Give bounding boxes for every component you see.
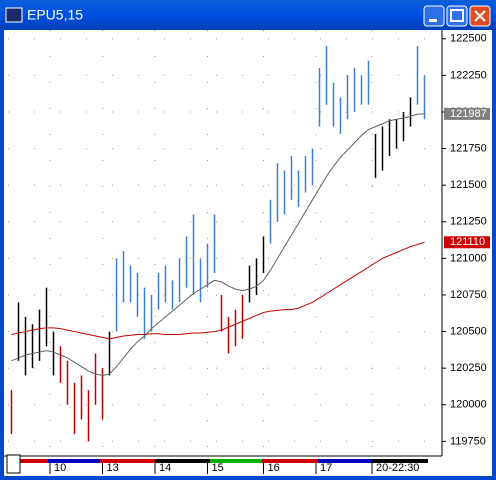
close-button[interactable] bbox=[469, 5, 491, 27]
x-tick-label: 13 bbox=[107, 462, 119, 474]
x-tick-label: 20-22:30 bbox=[376, 462, 419, 474]
y-tick-label: 121000 bbox=[450, 252, 487, 264]
title-bar bbox=[0, 0, 496, 30]
moving-average bbox=[11, 113, 425, 376]
moving-average bbox=[11, 241, 425, 340]
x-tick-label: 10 bbox=[54, 462, 66, 474]
y-tick-label: 122500 bbox=[450, 33, 487, 45]
app-icon bbox=[5, 7, 23, 23]
minimize-button[interactable] bbox=[423, 5, 445, 27]
y-tick-label: 121750 bbox=[450, 142, 487, 154]
y-tick-label: 120500 bbox=[450, 325, 487, 337]
x-tick-label: 14 bbox=[159, 462, 171, 474]
y-tick-label: 122250 bbox=[450, 69, 487, 81]
x-tick-label: 16 bbox=[268, 462, 280, 474]
session-bar bbox=[6, 454, 428, 474]
y-tick-label: 121500 bbox=[450, 179, 487, 191]
x-tick-label: 15 bbox=[212, 462, 224, 474]
y-tick-label: 119750 bbox=[450, 435, 486, 447]
chart-area bbox=[4, 30, 492, 476]
price-marker-label: 121987 bbox=[450, 108, 487, 120]
y-tick-label: 120000 bbox=[450, 399, 487, 411]
y-tick-label: 121250 bbox=[450, 216, 487, 228]
maximize-button[interactable] bbox=[446, 5, 468, 27]
price-marker-label: 121110 bbox=[450, 236, 485, 248]
price-marker bbox=[444, 236, 490, 249]
window-title: EPU5,15 bbox=[27, 7, 83, 23]
y-tick-label: 120750 bbox=[450, 289, 487, 301]
y-tick-label: 120250 bbox=[450, 362, 487, 374]
x-tick-label: 17 bbox=[320, 462, 332, 474]
price-marker bbox=[444, 107, 490, 120]
